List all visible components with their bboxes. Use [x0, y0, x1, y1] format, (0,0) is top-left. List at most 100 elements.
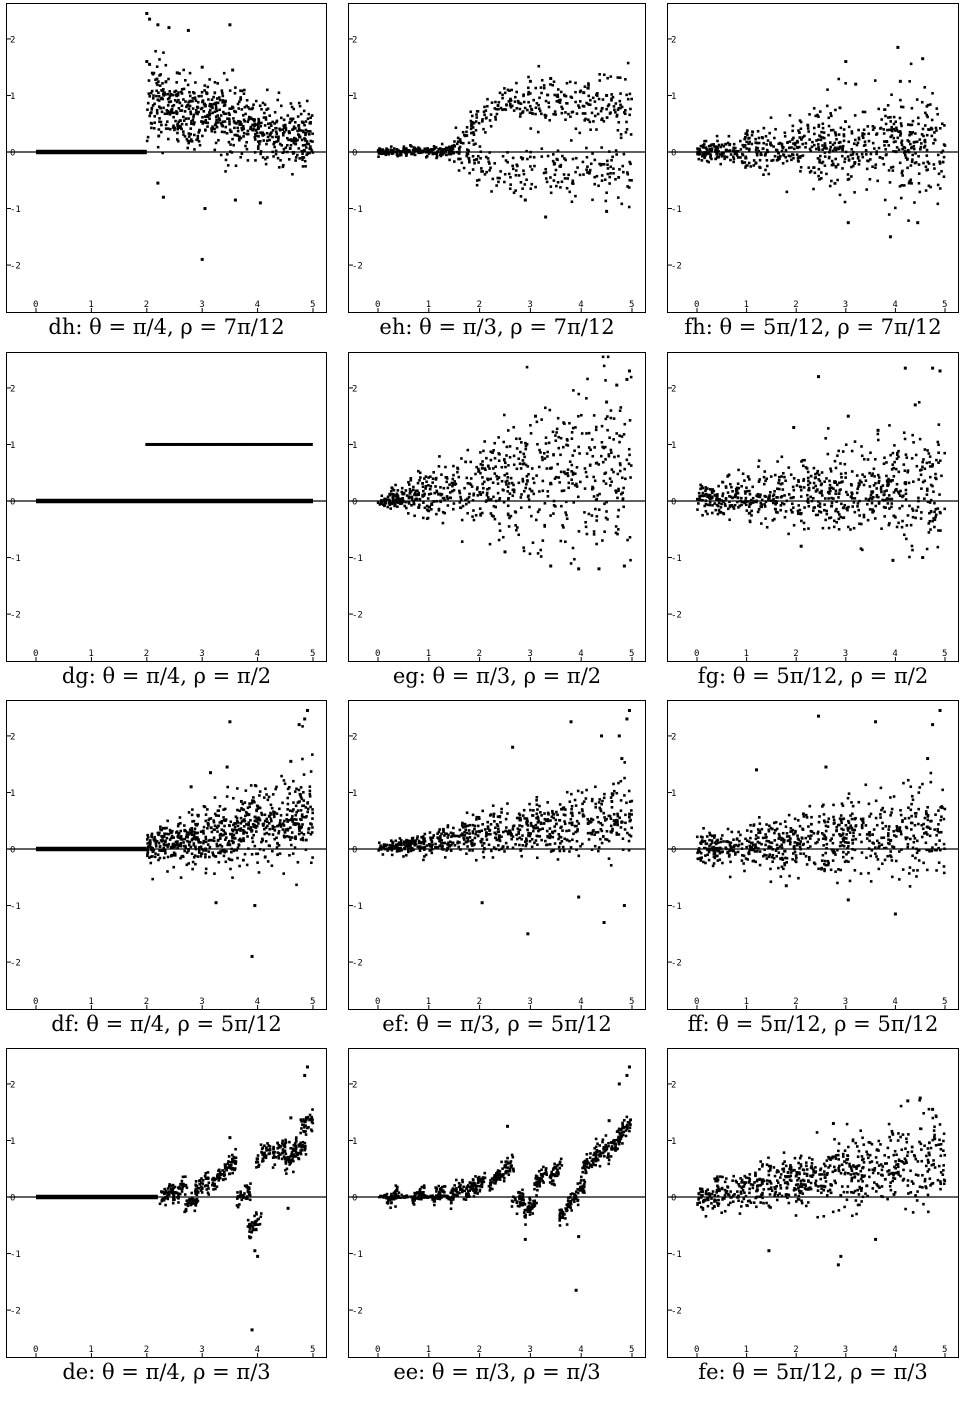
data-point: [489, 832, 492, 836]
data-point: [715, 151, 719, 155]
data-point: [265, 131, 269, 135]
data-point: [400, 490, 404, 494]
data-point: [193, 827, 197, 831]
data-point: [932, 490, 935, 494]
data-point: [266, 798, 270, 802]
data-point: [762, 126, 766, 130]
data-point: [549, 564, 553, 568]
data-point: [892, 136, 896, 140]
data-point: [888, 507, 891, 510]
data-point: [850, 175, 853, 178]
data-point: [739, 156, 742, 159]
data-point: [182, 130, 185, 133]
data-point: [613, 108, 616, 112]
data-point: [586, 817, 590, 821]
data-point: [401, 150, 405, 153]
data-point: [203, 89, 206, 92]
data-point: [827, 516, 831, 520]
data-point: [304, 131, 307, 135]
data-point: [265, 142, 268, 146]
data-point: [222, 110, 225, 114]
data-point: [475, 109, 479, 113]
data-point: [246, 159, 250, 162]
data-point: [760, 503, 764, 506]
data-point: [166, 855, 170, 859]
data-point: [867, 139, 871, 143]
data-point: [833, 459, 837, 463]
y-tick-label: 2: [10, 35, 15, 45]
data-point: [703, 494, 706, 498]
data-point: [261, 156, 265, 159]
data-point: [265, 793, 268, 796]
data-point: [756, 510, 760, 514]
data-point: [302, 833, 306, 836]
data-point: [578, 131, 582, 135]
data-point: [549, 481, 552, 485]
data-point: [206, 113, 210, 117]
data-point: [418, 150, 422, 154]
data-point: [709, 144, 713, 147]
data-point: [227, 111, 231, 115]
data-point: [910, 132, 913, 136]
data-point: [162, 51, 165, 54]
data-point: [596, 112, 600, 116]
data-point: [585, 155, 589, 159]
data-point: [253, 844, 257, 848]
data-point: [462, 838, 466, 841]
data-point: [215, 118, 218, 122]
data-point: [273, 110, 277, 114]
data-point: [199, 841, 202, 844]
data-point: [583, 119, 587, 122]
data-point: [253, 824, 257, 827]
data-point: [852, 142, 856, 145]
data-point: [207, 818, 211, 822]
x-tick-label: 1: [88, 649, 93, 659]
data-point: [748, 519, 752, 523]
data-point: [278, 127, 281, 131]
data-point: [595, 542, 598, 546]
data-point: [868, 471, 871, 475]
data-point: [855, 152, 859, 156]
data-point: [500, 847, 504, 851]
data-point: [379, 149, 383, 152]
data-point: [431, 148, 435, 151]
data-point: [876, 179, 879, 183]
data-point: [273, 811, 277, 814]
data-point: [743, 479, 746, 482]
data-point: [291, 150, 295, 154]
data-point: [236, 126, 240, 130]
data-point: [271, 129, 275, 132]
data-point: [779, 504, 783, 507]
data-point: [816, 488, 819, 491]
data-point: [192, 842, 196, 845]
data-point: [526, 479, 529, 482]
data-point: [892, 150, 895, 153]
data-point: [275, 785, 278, 789]
data-point: [853, 510, 857, 514]
data-point: [603, 530, 606, 533]
data-point: [899, 134, 902, 137]
data-point: [184, 117, 188, 120]
data-point: [203, 102, 207, 106]
data-point: [931, 484, 934, 488]
data-point: [492, 812, 496, 816]
data-point: [168, 838, 172, 841]
data-point: [921, 556, 925, 560]
data-point: [271, 833, 275, 836]
data-point: [150, 106, 154, 110]
data-point: [461, 130, 465, 134]
data-point: [270, 864, 274, 868]
data-point: [697, 502, 700, 505]
data-point: [261, 839, 264, 842]
data-point: [177, 844, 181, 848]
data-point: [564, 158, 567, 162]
x-tick-label: 0: [694, 649, 699, 659]
data-point: [516, 827, 520, 831]
data-point: [388, 498, 391, 502]
data-point: [540, 418, 543, 421]
data-point: [618, 99, 622, 103]
data-point: [551, 430, 555, 434]
data-point: [393, 150, 397, 153]
data-point: [499, 170, 502, 173]
data-point: [281, 133, 285, 137]
